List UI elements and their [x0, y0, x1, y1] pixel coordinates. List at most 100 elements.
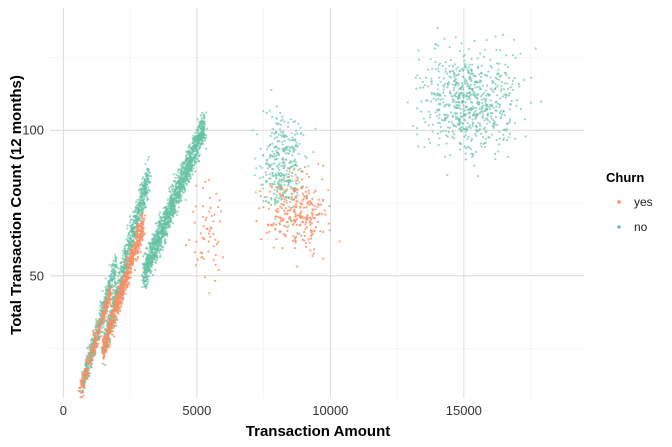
point-no [466, 71, 470, 74]
point-no [281, 115, 284, 118]
point-no [442, 77, 446, 80]
point-no [480, 64, 483, 67]
point-no [278, 178, 281, 181]
point-yes [296, 265, 299, 268]
point-yes [144, 214, 147, 217]
point-yes [136, 257, 139, 260]
point-no [420, 110, 423, 113]
point-yes [217, 268, 220, 271]
point-no [281, 135, 284, 138]
point-no [452, 122, 455, 126]
point-no [199, 114, 203, 117]
point-no [429, 113, 432, 116]
point-no [432, 97, 435, 100]
point-yes [107, 317, 110, 321]
point-yes [125, 286, 128, 289]
point-yes [82, 383, 85, 386]
point-no [448, 70, 451, 73]
point-no [197, 128, 200, 131]
point-no [99, 308, 102, 312]
point-yes [103, 315, 106, 318]
point-no [273, 188, 276, 191]
point-no [441, 64, 444, 68]
point-yes [212, 258, 215, 261]
point-no [262, 154, 265, 157]
point-no [273, 158, 276, 161]
point-no [259, 147, 262, 150]
point-no [185, 157, 188, 160]
point-no [276, 147, 279, 150]
point-no [504, 93, 507, 96]
point-yes [129, 276, 132, 279]
point-no [423, 146, 426, 149]
point-yes [135, 259, 138, 263]
point-no [100, 301, 103, 304]
point-yes [131, 252, 134, 255]
point-no [479, 75, 482, 79]
point-yes [78, 386, 81, 389]
point-no [506, 87, 510, 90]
point-no [492, 90, 495, 93]
point-no [468, 77, 471, 80]
point-yes [98, 335, 101, 338]
point-yes [215, 243, 218, 246]
point-no [280, 180, 283, 183]
point-no [434, 61, 437, 64]
point-yes [290, 187, 293, 190]
point-no [151, 251, 155, 254]
point-no [452, 89, 456, 92]
point-no [470, 57, 473, 61]
point-yes [133, 268, 136, 272]
point-yes [291, 171, 294, 174]
grid-layer [50, 8, 584, 398]
point-no [262, 200, 265, 203]
point-yes [118, 303, 121, 306]
point-yes [106, 305, 109, 308]
point-no [424, 76, 427, 79]
point-no [156, 239, 159, 242]
point-no [142, 266, 145, 270]
point-no [456, 66, 459, 69]
point-no [114, 282, 117, 285]
point-yes [328, 229, 331, 232]
point-no [289, 159, 292, 163]
point-no [459, 112, 462, 115]
point-no [513, 77, 516, 80]
point-no [434, 111, 437, 114]
point-no [427, 124, 430, 127]
point-no [497, 150, 500, 153]
point-no [156, 232, 159, 235]
point-no [123, 249, 126, 252]
point-no [294, 173, 297, 176]
point-no [143, 184, 146, 187]
point-no [132, 219, 135, 222]
point-yes [303, 239, 306, 242]
point-yes [93, 346, 96, 349]
point-no [133, 226, 136, 229]
point-no [499, 117, 502, 120]
point-yes [282, 233, 285, 236]
point-no [158, 239, 161, 242]
point-yes [306, 203, 309, 206]
point-no [140, 193, 143, 196]
point-yes [121, 296, 125, 300]
point-no [474, 93, 477, 96]
point-no [168, 215, 171, 218]
point-no [485, 74, 488, 77]
point-no [173, 173, 176, 176]
point-no [470, 68, 473, 71]
point-no [291, 180, 294, 183]
point-no [262, 183, 265, 186]
point-yes [276, 207, 279, 210]
point-no [506, 155, 509, 158]
point-no [486, 122, 489, 125]
point-no [112, 277, 115, 280]
point-no [467, 135, 470, 138]
point-yes [119, 309, 122, 312]
point-no [110, 265, 113, 269]
point-no [186, 165, 190, 168]
point-no [438, 64, 441, 67]
point-no [464, 82, 467, 85]
point-no [467, 66, 470, 69]
point-no [113, 275, 116, 278]
